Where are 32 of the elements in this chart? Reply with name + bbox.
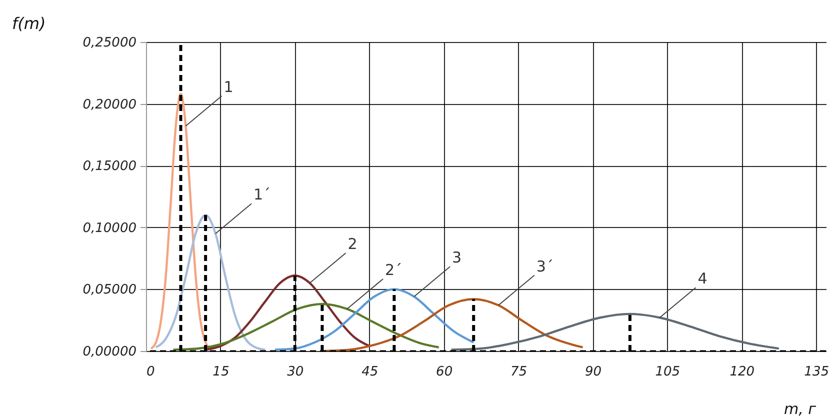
x-tick-label: 135	[804, 364, 829, 380]
annotation: 2	[348, 235, 358, 254]
annotation: 2´	[385, 260, 402, 279]
annotation: 3´	[536, 257, 554, 276]
y-tick-label: 0,15000	[82, 159, 136, 174]
y-tick-label: 0,10000	[82, 220, 136, 236]
annotation: 1´	[253, 186, 271, 204]
y-axis-title: f(m)	[12, 14, 46, 33]
x-tick-label: 15	[212, 364, 230, 380]
y-tick-label: 0,25000	[82, 36, 136, 50]
y-tick-label: 0,00000	[82, 344, 136, 360]
line-series	[204, 274, 370, 351]
line-series	[154, 214, 266, 351]
x-tick-label: 60	[436, 364, 453, 380]
line-series	[150, 92, 212, 350]
x-tick-label: 30	[287, 364, 304, 380]
line-series	[450, 312, 780, 351]
x-tick-label: 90	[584, 364, 602, 380]
annotation: 4	[698, 270, 708, 288]
line-series	[172, 302, 440, 351]
annotation: 1	[224, 78, 234, 96]
x-tick-label: 75	[510, 364, 528, 380]
line-series	[274, 288, 475, 351]
x-tick-label: 105	[655, 364, 680, 380]
x-tick-label: 0	[146, 364, 155, 380]
y-tick-label: 0,20000	[82, 97, 136, 112]
y-tick-label: 0,05000	[82, 282, 136, 298]
x-tick-label: 45	[362, 364, 378, 380]
annotation: 3	[452, 248, 462, 267]
line-series	[324, 298, 584, 351]
x-axis-title: m, г	[784, 400, 816, 418]
x-tick-label: 120	[730, 364, 755, 380]
